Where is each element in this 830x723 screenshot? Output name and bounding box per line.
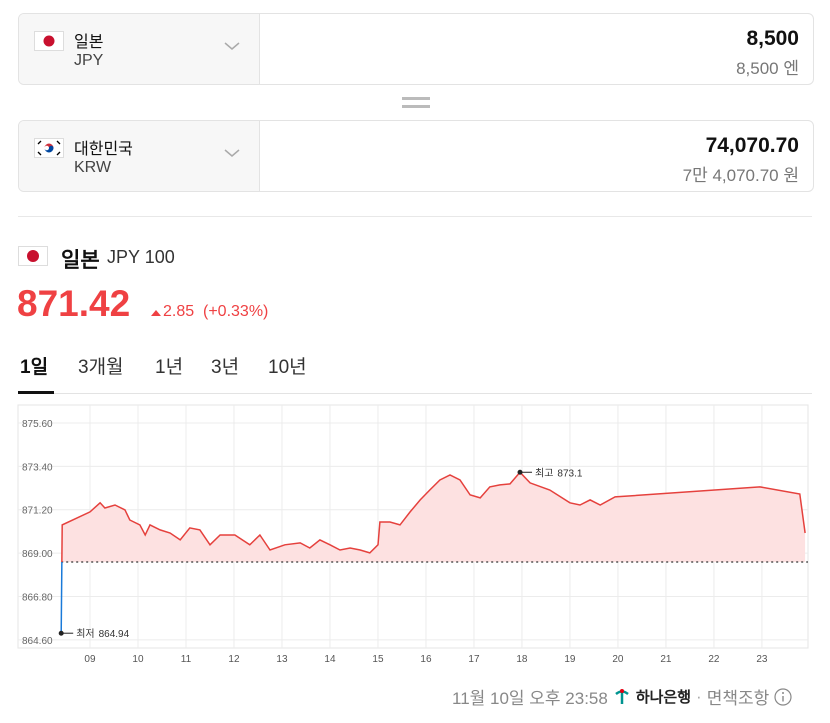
area [61,472,806,563]
y-tick-label: 864.60 [22,636,53,647]
plot-frame [17,404,809,649]
x-tick-label: 22 [708,654,720,665]
quote-unit: JPY 100 [107,247,175,267]
y-tick-label: 873.40 [22,462,53,473]
footer: 11월 10일 오후 23:58 하나은행 · 면책조항 [452,684,792,709]
disclaimer[interactable]: 면책조항 [706,689,770,708]
converter-from: 일본 JPY 8,500 8,500 엔 [18,13,814,85]
amount[interactable]: 74,070.70 [705,134,799,157]
chart: 864.60 866.80 869.00 871.20 873.40 875.60 09 10… [17,404,809,665]
flag-japan [34,31,64,51]
x-tick-label: 14 [324,654,336,665]
annotation: 최저 864.94 [76,628,129,640]
x-tick-label: 11 [181,654,192,665]
annotation-value: 873.1 [557,468,582,479]
chevron [224,149,240,157]
x-tick-label: 12 [228,654,240,665]
x-tick-label: 19 [564,654,576,665]
y-tick-label: 866.80 [22,593,53,604]
currency-name: 대한민국 [74,141,133,158]
x-tick-label: 09 [84,654,96,665]
x-tick-label: 10 [132,654,144,665]
currency-select[interactable]: 일본 JPY [19,14,260,84]
x-tick-label: 17 [468,654,480,665]
separator: · [696,686,702,706]
x-tick-label: 18 [516,654,528,665]
x-tick-label: 15 [372,654,384,665]
x-tick-label: 21 [660,654,672,665]
annotation-label: 최저 [76,628,94,640]
annotation-value: 864.94 [99,629,130,640]
equals-icon [402,97,430,108]
x-tick-label: 13 [276,654,288,665]
line [61,471,806,563]
quote-name: 일본 [61,249,100,272]
tab[interactable]: 3년 [211,357,240,378]
bank-name: 하나은행 [635,689,692,706]
y-tick-label: 869.00 [22,549,53,560]
tab-indicator [18,391,54,394]
amount-words: 7만 4,070.70 원 [682,166,799,185]
bank-logo [615,688,629,704]
flag-korea [34,138,64,158]
tab[interactable]: 1년 [155,357,184,378]
currency-code: JPY [74,52,104,69]
tab[interactable]: 10년 [268,357,307,378]
divider [18,216,812,217]
x-tick-label: 20 [612,654,624,665]
currency-code: KRW [74,159,112,176]
quote-price: 871.42 [17,283,131,324]
amount-words: 8,500 엔 [736,59,799,78]
annotation: 최고 873.1 [535,467,583,479]
quote-change-pct: (+0.33%) [203,303,269,320]
x-tick-label: 16 [420,654,432,665]
amount[interactable]: 8,500 [746,27,799,50]
y-tick-label: 871.20 [22,506,53,517]
info-icon[interactable] [774,687,792,706]
annotation-label: 최고 [535,467,553,479]
timestamp: 11월 10일 오후 23:58 [452,689,608,708]
chevron [224,42,240,50]
converter-to: 대한민국 KRW 74,070.70 7만 4,070.70 원 [18,120,814,192]
currency-name: 일본 [74,34,104,51]
tab[interactable]: 3개월 [78,357,124,378]
quote-change: 2.85 [163,303,195,320]
up-arrow [151,310,161,316]
y-tick-label: 875.60 [22,419,53,430]
tab-divider [18,393,812,394]
currency-select[interactable]: 대한민국 KRW [19,121,260,191]
x-tick-label: 23 [756,654,768,665]
flag-japan [18,246,48,266]
tab[interactable]: 1일 [20,357,49,378]
